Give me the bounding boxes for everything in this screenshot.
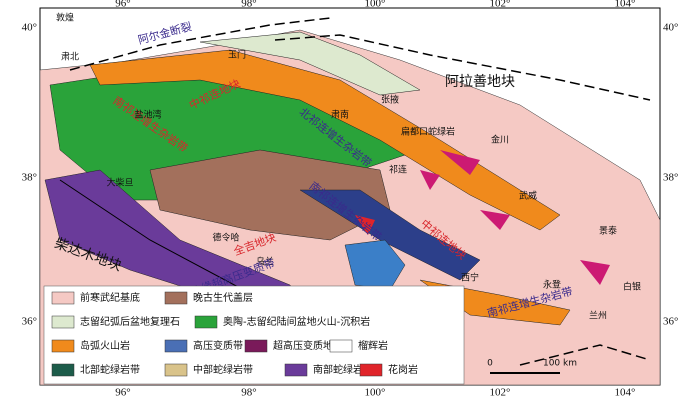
- axis-label: 36°: [663, 316, 678, 328]
- axis-label: 96°: [115, 0, 130, 10]
- axis-label: 38°: [22, 172, 37, 184]
- place-label: 肃北: [61, 51, 79, 63]
- place-label: 阿拉善地块: [445, 74, 515, 90]
- place-label: 永登: [543, 279, 561, 291]
- axis-labels: 96° 96° 98° 98° 100° 100° 102° 102° 104° 104° 40° 4…: [22, 0, 679, 399]
- legend-label: 前寒武纪基底: [80, 291, 140, 304]
- legend-swatch: [51, 363, 75, 377]
- legend-swatch: [194, 315, 218, 329]
- axis-label: 40°: [663, 22, 678, 34]
- place-label: 乌兰: [256, 256, 274, 268]
- legend-label: 南部蛇绿岩带: [313, 363, 373, 376]
- axis-label: 40°: [22, 22, 37, 34]
- legend-swatch: [164, 291, 188, 305]
- place-label: 金川: [491, 134, 509, 146]
- legend: [43, 285, 465, 385]
- place-label: 玉门: [228, 49, 246, 61]
- legend-label: 晚古生代盖层: [193, 291, 253, 304]
- axis-label: 100°: [365, 387, 386, 399]
- axis-label: 102°: [490, 0, 511, 10]
- place-label: 扁都口蛇绿岩: [401, 126, 455, 138]
- axis-label: 38°: [663, 172, 678, 184]
- place-label: 祁连: [389, 164, 407, 176]
- legend-swatch: [244, 339, 268, 353]
- axis-label: 104°: [615, 0, 636, 10]
- place-label: 盐池湾: [134, 109, 161, 121]
- axis-label: 100°: [365, 0, 386, 10]
- legend-swatch: [164, 363, 188, 377]
- axis-label: 98°: [241, 387, 256, 399]
- place-label: 大柴旦: [106, 177, 133, 189]
- place-label: 张掖: [381, 94, 399, 106]
- place-label: 西宁: [461, 272, 479, 284]
- place-label: 景泰: [599, 225, 617, 237]
- legend-label: 超高压变质地体: [273, 339, 343, 352]
- scale-end: 100 km: [543, 359, 577, 369]
- legend-swatch: [329, 339, 353, 353]
- axis-label: 98°: [241, 0, 256, 10]
- legend-swatch: [359, 363, 383, 377]
- legend-label: 花岗岩: [388, 363, 418, 376]
- place-label: 德令哈: [212, 232, 239, 244]
- scale-bar: 0 100 km: [487, 359, 577, 374]
- legend-label: 岛弧火山岩: [80, 339, 130, 352]
- legend-label: 高压变质带: [193, 339, 243, 352]
- legend-label: 北部蛇绿岩带: [80, 363, 140, 376]
- place-label: 白银: [623, 281, 641, 293]
- place-label: 武威: [519, 190, 537, 202]
- axis-label: 36°: [22, 316, 37, 328]
- place-label: 兰州: [589, 310, 607, 322]
- axis-label: 96°: [115, 387, 130, 399]
- legend-swatch: [284, 363, 308, 377]
- legend-swatch: [51, 315, 75, 329]
- legend-swatch: [164, 339, 188, 353]
- legend-label: 奥陶-志留纪陆间盆地火山-沉积岩: [223, 315, 370, 328]
- axis-label: 102°: [490, 387, 511, 399]
- place-label: 肃南: [331, 109, 349, 121]
- scale-start: 0: [487, 359, 493, 369]
- legend-label: 中部蛇绿岩带: [193, 363, 253, 376]
- legend-swatch: [51, 291, 75, 305]
- axis-label: 104°: [615, 387, 636, 399]
- legend-swatch: [51, 339, 75, 353]
- place-label: 敦煌: [56, 12, 74, 24]
- legend-label: 榴辉岩: [358, 339, 388, 352]
- legend-label: 志留纪弧后盆地复理石: [80, 315, 180, 328]
